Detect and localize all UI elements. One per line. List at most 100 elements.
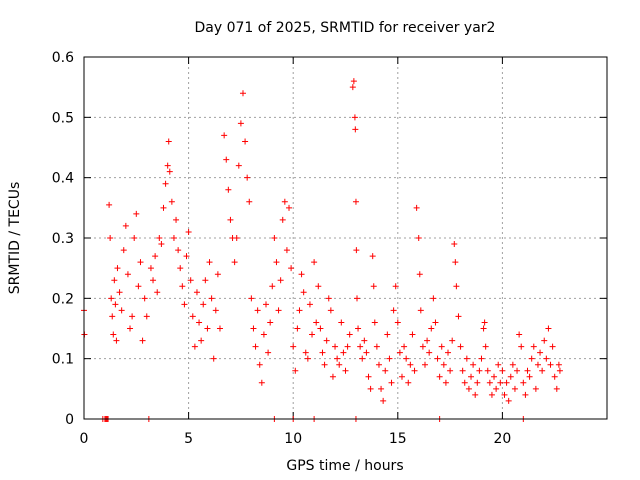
data-point <box>108 295 115 302</box>
data-point <box>124 271 131 278</box>
data-point <box>413 204 420 211</box>
data-point <box>156 235 163 241</box>
data-point <box>539 367 546 374</box>
data-point <box>189 313 196 320</box>
data-point <box>375 361 382 368</box>
plot-frame <box>83 56 608 420</box>
data-point <box>543 355 550 362</box>
data-point <box>421 361 428 368</box>
data-point <box>273 259 280 266</box>
data-point <box>459 367 466 374</box>
data-point <box>365 373 372 380</box>
data-point <box>158 241 165 248</box>
data-point <box>522 391 529 398</box>
data-point <box>281 198 288 205</box>
data-point <box>520 379 527 386</box>
data-point <box>244 174 251 181</box>
data-point <box>160 204 167 211</box>
data-point <box>173 216 180 223</box>
data-point <box>461 379 468 386</box>
x-tick-label: 20 <box>493 431 511 447</box>
data-point <box>541 337 548 344</box>
data-point <box>327 307 334 314</box>
data-point <box>150 277 157 284</box>
data-point <box>317 325 324 332</box>
data-point <box>179 283 186 290</box>
data-point <box>185 228 192 235</box>
data-point <box>534 361 541 368</box>
data-point <box>141 295 148 302</box>
data-point <box>283 247 290 254</box>
data-point <box>242 138 249 145</box>
x-tick-label: 5 <box>184 431 193 447</box>
data-point <box>143 313 150 320</box>
data-point <box>495 361 502 368</box>
data-point <box>468 373 475 380</box>
data-point <box>491 373 498 380</box>
data-point <box>106 201 113 208</box>
data-point <box>292 367 299 374</box>
data-point <box>118 307 125 314</box>
data-point <box>271 235 278 241</box>
data-point <box>482 343 489 350</box>
data-point <box>497 379 504 386</box>
data-point <box>204 325 211 332</box>
data-point <box>110 331 117 338</box>
data-point <box>162 180 169 187</box>
axis-ticks: 0 0.1 0.2 0.3 0.4 0.5 0.6 0 5 10 15 20 <box>52 50 607 447</box>
data-point <box>340 349 347 356</box>
data-point <box>386 355 393 362</box>
data-point <box>503 379 510 386</box>
data-point <box>113 337 120 344</box>
data-point <box>353 247 360 254</box>
data-point <box>549 343 556 350</box>
data-point <box>476 367 483 374</box>
data-point <box>394 319 401 326</box>
data-point <box>355 325 362 332</box>
chart-title: Day 071 of 2025, SRMTID for receiver yar… <box>195 20 496 36</box>
x-tick-label: 10 <box>284 431 302 447</box>
data-point <box>551 373 558 380</box>
y-tick-label: 0.1 <box>52 352 74 368</box>
data-point <box>313 319 320 326</box>
data-point <box>296 307 303 314</box>
data-point <box>411 367 418 374</box>
data-point <box>267 319 274 326</box>
data-point <box>210 355 217 362</box>
data-point <box>449 337 456 344</box>
data-point <box>127 325 134 332</box>
y-tick-label: 0.2 <box>52 291 74 307</box>
data-point <box>154 289 161 296</box>
data-point <box>403 355 410 362</box>
data-point <box>350 78 357 85</box>
data-point <box>269 283 276 290</box>
data-point <box>202 277 209 284</box>
data-point <box>474 379 481 386</box>
x-tick-label: 0 <box>80 431 89 447</box>
data-point <box>221 132 228 139</box>
data-point <box>338 319 345 326</box>
data-point <box>133 210 140 217</box>
data-point <box>528 355 535 362</box>
y-tick-label: 0.3 <box>52 231 74 247</box>
data-point <box>442 379 449 386</box>
data-point <box>463 355 470 362</box>
data-point <box>147 265 154 272</box>
data-point <box>298 271 305 278</box>
data-point <box>302 349 309 356</box>
data-point <box>191 343 198 350</box>
data-point <box>453 283 460 290</box>
data-point <box>526 373 533 380</box>
data-point <box>332 343 339 350</box>
data-point <box>231 259 238 266</box>
data-point <box>388 379 395 386</box>
data-point <box>457 343 464 350</box>
data-point <box>214 271 221 278</box>
data-point <box>382 367 389 374</box>
data-point <box>198 337 205 344</box>
data-point <box>139 337 146 344</box>
data-point <box>315 283 322 290</box>
y-tick-label: 0.4 <box>52 171 74 187</box>
data-point <box>514 367 521 374</box>
